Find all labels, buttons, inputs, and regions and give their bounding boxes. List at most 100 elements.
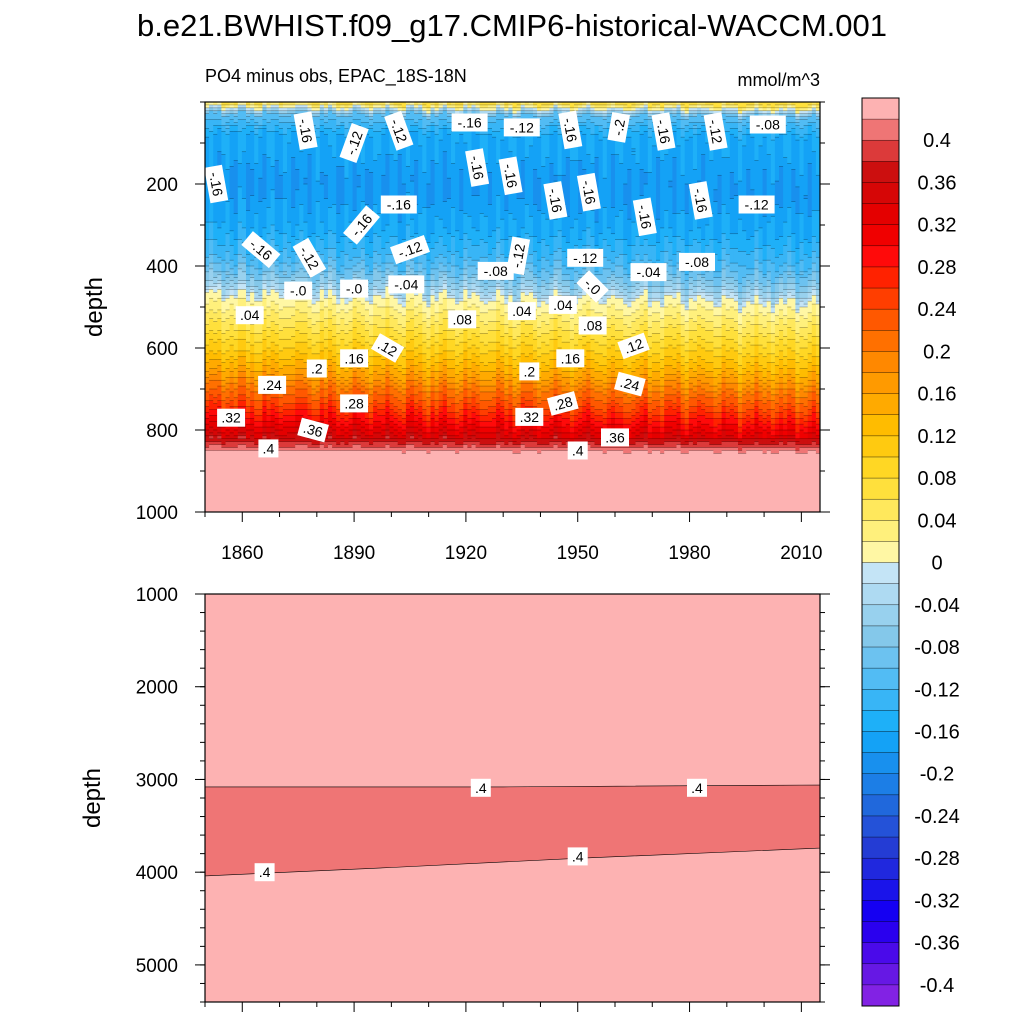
contour-cell — [418, 271, 423, 279]
contour-cell — [262, 427, 268, 434]
contour-cell — [471, 245, 477, 261]
contour-cell — [680, 383, 686, 390]
contour-cell — [500, 102, 505, 106]
contour-cell — [590, 359, 596, 370]
contour-cell — [209, 415, 214, 422]
contour-cell — [594, 107, 600, 112]
contour-cell — [246, 286, 251, 293]
contour-cell — [701, 368, 706, 375]
contour-cell — [438, 312, 444, 326]
contour-cell — [323, 116, 329, 124]
contour-cell — [709, 292, 714, 296]
contour-cell — [606, 383, 612, 390]
contour-cell — [381, 424, 386, 431]
contour-cell — [459, 169, 464, 211]
contour-cell — [713, 107, 719, 112]
contour-cell — [553, 110, 559, 121]
contour-cell — [295, 301, 300, 311]
contour-cell — [369, 374, 374, 384]
contour-cell — [565, 292, 571, 296]
contour-cell — [438, 110, 444, 115]
contour-cell — [287, 450, 292, 512]
contour-cell — [336, 415, 341, 422]
contour-cell — [709, 432, 714, 440]
contour-cell — [381, 128, 386, 135]
contour-cell — [205, 312, 210, 326]
contour-cell — [459, 353, 464, 364]
contour-cell — [586, 350, 591, 361]
contour-cell — [418, 324, 423, 334]
contour-cell — [639, 169, 645, 197]
contour-cell — [352, 266, 358, 273]
contour-cell — [688, 359, 694, 370]
contour-cell — [467, 430, 473, 437]
contour-cell — [709, 110, 714, 115]
contour-cell — [565, 371, 571, 378]
contour-cell — [459, 400, 464, 411]
contour-cell — [434, 125, 440, 135]
contour-cell — [389, 415, 395, 422]
contour-cell — [422, 134, 427, 173]
contour-cell — [369, 389, 374, 396]
contour-cell — [303, 441, 309, 446]
contour-cell — [451, 104, 456, 109]
contour-cell — [414, 104, 419, 109]
contour-cell — [213, 102, 218, 106]
contour-cell — [635, 424, 641, 431]
contour-cell — [672, 213, 678, 238]
contour-cell — [512, 110, 518, 115]
contour-cell — [705, 104, 710, 109]
contour-cell — [688, 418, 694, 425]
contour-cell — [541, 342, 546, 355]
contour-cell — [582, 295, 587, 305]
contour-cell — [668, 447, 673, 452]
contour-cell — [389, 374, 395, 381]
contour-cell — [270, 104, 276, 109]
contour-cell — [483, 104, 489, 109]
contour-cell — [332, 268, 337, 282]
contour-cell — [660, 348, 665, 361]
contour-cell — [688, 377, 694, 384]
contour-cell — [225, 289, 231, 296]
contour-cell — [266, 327, 272, 337]
contour-cell — [336, 333, 341, 346]
contour-cell — [557, 230, 563, 250]
contour-cell — [241, 289, 247, 299]
contour-cell — [385, 450, 391, 512]
contour-cell — [713, 444, 719, 449]
contour-cell — [287, 409, 292, 416]
contour-cell — [364, 266, 370, 276]
contour-cell — [578, 435, 583, 440]
contour-cell — [430, 356, 436, 367]
contour-cell — [311, 116, 317, 127]
contour-cell — [627, 125, 632, 129]
contour-cell — [549, 236, 555, 255]
contour-cell — [430, 107, 436, 112]
contour-cell — [303, 397, 309, 405]
contour-cell — [545, 432, 550, 440]
contour-cell — [598, 107, 604, 112]
contour-cell — [262, 365, 268, 373]
contour-cell — [475, 280, 481, 288]
contour-cell — [237, 131, 243, 165]
contour-cell — [467, 266, 473, 279]
contour-cell — [496, 277, 501, 285]
contour-cell — [217, 359, 222, 367]
contour-cell — [348, 116, 354, 124]
contour-cell — [295, 321, 300, 332]
contour-cell — [496, 397, 501, 405]
contour-cell — [422, 362, 427, 373]
contour-cell — [319, 222, 325, 241]
contour-cell — [639, 245, 645, 261]
contour-cell — [508, 213, 514, 238]
contour-cell — [373, 113, 378, 124]
contour-cell — [254, 163, 259, 214]
contour-cell — [250, 125, 255, 132]
contour-cell — [364, 102, 370, 106]
contour-cell — [549, 450, 555, 512]
contour-cell — [233, 438, 239, 443]
contour-cell — [291, 427, 296, 434]
contour-cell — [463, 143, 468, 214]
contour-cell — [549, 289, 555, 296]
contour-cell — [615, 359, 620, 370]
